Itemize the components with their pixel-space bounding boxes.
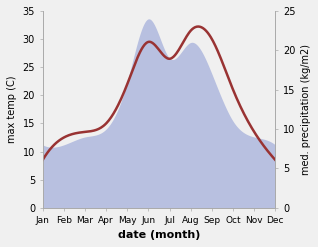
Y-axis label: max temp (C): max temp (C) [7, 76, 17, 143]
Y-axis label: med. precipitation (kg/m2): med. precipitation (kg/m2) [301, 44, 311, 175]
X-axis label: date (month): date (month) [118, 230, 200, 240]
